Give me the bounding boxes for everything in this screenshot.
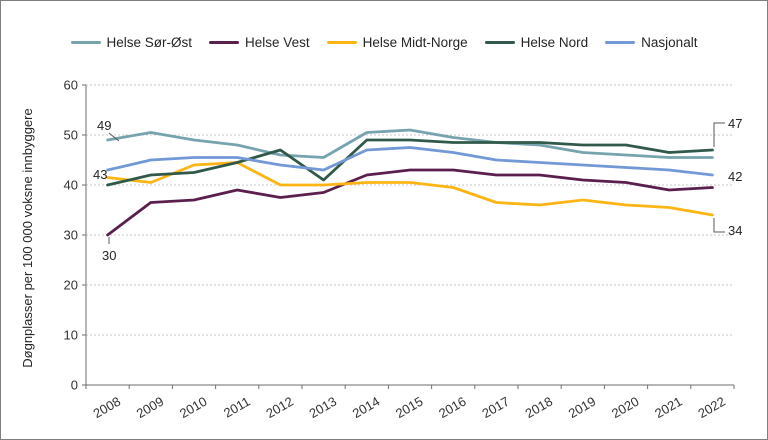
x-tick-label: 2021 (652, 394, 685, 421)
data-label: 34 (728, 223, 743, 238)
legend-label: Nasjonalt (641, 35, 698, 50)
x-tick-label: 2014 (350, 394, 383, 421)
annotation-leader-line (713, 218, 725, 233)
legend-line-swatch (209, 41, 240, 44)
x-tick-label: 2016 (436, 394, 469, 421)
legend-item-nasjonalt: Nasjonalt (605, 35, 697, 50)
legend-label: Helse Sør-Øst (106, 35, 193, 50)
x-tick-label: 2013 (307, 394, 340, 421)
legend-item-helse-vest: Helse Vest (209, 35, 310, 50)
x-tick-label: 2010 (177, 394, 210, 421)
y-tick-label: 10 (64, 328, 78, 343)
y-tick-label: 0 (71, 378, 78, 393)
x-tick-label: 2018 (523, 394, 556, 421)
x-tick-label: 2020 (609, 394, 642, 421)
x-tick-label: 2008 (91, 394, 124, 421)
y-tick-label: 20 (64, 278, 78, 293)
data-label: 49 (97, 118, 112, 133)
legend-line-swatch (484, 41, 515, 44)
legend-label: Helse Midt-Norge (362, 35, 468, 50)
series-line-helse-midt-norge (106, 161, 714, 217)
data-label: 47 (728, 116, 743, 131)
x-tick-label: 2011 (221, 394, 253, 421)
legend-item-helse-nord: Helse Nord (484, 35, 589, 50)
legend-line-swatch (70, 41, 101, 44)
y-tick-label: 50 (64, 128, 78, 143)
legend-line-swatch (326, 41, 357, 44)
y-tick-label: 30 (64, 228, 78, 243)
series-line-nasjonalt (106, 146, 714, 177)
annotation-leader-line (108, 132, 120, 142)
legend-item-helse-sor-ost: Helse Sør-Øst (70, 35, 193, 50)
series-line-helse-nord (106, 138, 714, 187)
x-tick-label: 2019 (566, 394, 599, 421)
y-tick-label: 40 (64, 178, 78, 193)
legend-label: Helse Vest (245, 35, 310, 50)
legend: Helse Sør-Øst Helse Vest Helse Midt-Norg… (1, 35, 767, 50)
legend-item-helse-midt-norge: Helse Midt-Norge (326, 35, 468, 50)
data-label: 43 (93, 167, 108, 182)
legend-label: Helse Nord (520, 35, 589, 50)
x-tick-label: 2012 (263, 394, 296, 421)
data-label: 30 (102, 248, 117, 263)
series-line-helse-sor-ost (106, 128, 714, 159)
legend-line-swatch (605, 41, 636, 44)
annotation-leader-line (713, 122, 725, 147)
series-line-helse-vest (106, 168, 714, 237)
x-tick-label: 2015 (393, 394, 426, 421)
data-label: 42 (728, 169, 743, 184)
x-tick-label: 2009 (134, 394, 167, 421)
x-tick-label: 2017 (479, 394, 512, 421)
y-tick-label: 60 (64, 78, 78, 93)
x-tick-label: 2022 (695, 394, 728, 421)
